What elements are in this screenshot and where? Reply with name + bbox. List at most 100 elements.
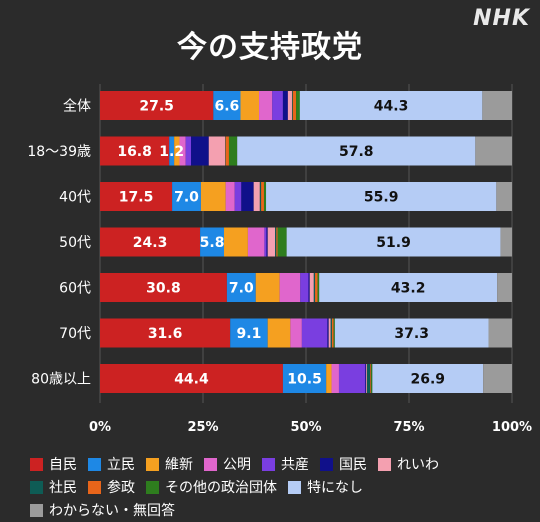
bar-segment [371,364,372,393]
bar-segment [296,91,300,120]
bar-segment [268,228,275,257]
bar-segment [209,137,225,166]
x-axis-ticks: 0%25%50%75%100% [89,420,532,435]
bar-segment [235,182,242,211]
legend-label: 自民 [49,454,77,474]
legend-swatch [146,458,159,471]
legend-row: わからない・無回答 [30,499,535,521]
bar-segment [500,228,512,257]
bar-segment [339,364,365,393]
bar-segment [302,319,328,348]
legend-item: 公明 [204,454,251,474]
legend-label: 参政 [107,477,135,497]
legend-item: 共産 [262,454,309,474]
bar-segment [497,273,512,302]
legend-swatch [262,458,275,471]
legend-label: 公明 [223,454,251,474]
bar-segment [370,364,371,393]
legend-swatch [288,481,301,494]
data-label: 30.8 [146,281,181,297]
legend-item: 参政 [88,477,135,497]
legend-label: れいわ [397,454,439,474]
legend-label: その他の政治団体 [165,477,277,497]
data-label: 27.5 [139,99,174,115]
bar-segment [261,182,264,211]
data-label: 7.0 [174,190,199,206]
bar-segment [260,182,261,211]
bar-segment [266,228,267,257]
x-tick-label: 0% [89,420,111,435]
legend-swatch [88,481,101,494]
data-label: 37.3 [394,326,429,342]
bar-segment [365,364,366,393]
bar-segment [278,228,287,257]
legend-swatch [378,458,391,471]
legend-item: わからない・無回答 [30,500,175,520]
legend-row: 社民参政その他の政治団体特になし [30,476,535,498]
legend-item: 自民 [30,454,77,474]
legend-label: わからない・無回答 [49,500,175,520]
bar-segment [288,91,292,120]
data-label: 51.9 [376,235,411,251]
legend-item: 国民 [320,454,367,474]
bar-segment [332,319,334,348]
data-label: 55.9 [364,190,399,206]
legend-swatch [88,458,101,471]
bar-segment [272,91,283,120]
bar-segment [226,137,229,166]
legend-label: 共産 [281,454,309,474]
bar-segment [310,273,314,302]
category-label: 18～39歳 [27,144,91,160]
bar-segment [280,273,301,302]
bar-segment [259,91,272,120]
data-label: 1.2 [159,144,184,160]
data-label: 24.3 [133,235,168,251]
category-label: 70代 [59,326,91,342]
bar-segment [315,273,317,302]
data-label: 5.8 [200,235,225,251]
bar-segment [367,364,370,393]
bar-segment [226,182,235,211]
category-label: 80歳以上 [31,372,91,388]
category-label: 40代 [59,190,91,206]
legend-label: 特になし [307,477,363,497]
legend-label: 維新 [165,454,193,474]
legend-row: 自民立民維新公明共産国民れいわ [30,453,535,475]
bar-segment [496,182,512,211]
data-label: 44.3 [374,99,409,115]
bar-segment [482,91,512,120]
bar-segment [290,319,302,348]
bar-segment [318,273,320,302]
bar-segment [300,273,308,302]
bar-segment [268,319,291,348]
bar-segment [264,182,266,211]
bar-segment [292,91,293,120]
data-label: 17.5 [119,190,154,206]
bar-segment [489,319,512,348]
bar-segment [283,91,288,120]
bar-segment [275,228,276,257]
legend: 自民立民維新公明共産国民れいわ社民参政その他の政治団体特になしわからない・無回答 [30,453,535,522]
data-label: 44.4 [174,372,209,388]
data-label: 10.5 [287,372,322,388]
bar-segment [483,364,512,393]
legend-swatch [146,481,159,494]
data-label: 43.2 [391,281,426,297]
bar-segment [201,182,226,211]
bar-segment [326,364,331,393]
legend-swatch [320,458,333,471]
legend-swatch [30,458,43,471]
bar-segment [327,319,328,348]
legend-swatch [30,504,43,517]
bar-segment [229,137,237,166]
bar-segment [314,273,315,302]
data-label: 9.1 [237,326,262,342]
bar-segment [248,228,264,257]
bar-segment [308,273,309,302]
data-label: 26.9 [410,372,445,388]
legend-swatch [30,481,43,494]
bar-segment [241,182,253,211]
bar-segment [276,228,277,257]
category-label: 全体 [63,98,91,115]
bar-segment [186,137,191,166]
